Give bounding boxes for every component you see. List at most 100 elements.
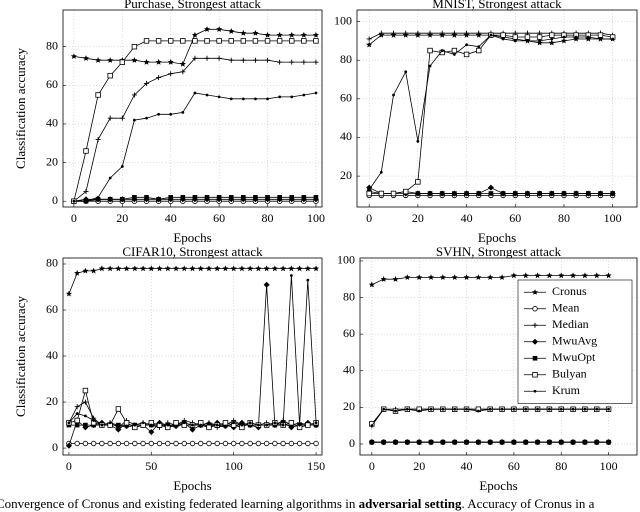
marker-dot [100, 423, 104, 427]
marker-square-filled [74, 422, 80, 428]
marker-dot [241, 97, 245, 101]
marker-square-filled [265, 195, 270, 200]
marker-plus [228, 57, 234, 63]
marker-star [197, 265, 204, 272]
chart-title: SVHN, Strongest attack [436, 244, 562, 259]
marker-square-filled [535, 439, 540, 445]
marker-square-filled [547, 439, 552, 445]
marker-star [252, 30, 259, 36]
marker-circle [156, 440, 163, 447]
marker-star [70, 53, 77, 59]
marker-dot [169, 112, 173, 116]
marker-dot [583, 407, 587, 411]
marker-dot [314, 421, 318, 425]
marker-star [90, 267, 97, 274]
legend-marker [532, 355, 538, 361]
y-tick-label: 60 [46, 77, 58, 91]
marker-square-filled [241, 195, 246, 200]
marker-dot [224, 425, 227, 429]
marker-square-filled [606, 439, 611, 445]
marker-dot [548, 407, 551, 411]
marker-circle [189, 440, 196, 447]
marker-square [264, 38, 271, 44]
marker-square [301, 38, 307, 44]
marker-star [439, 274, 446, 280]
marker-star [107, 265, 114, 272]
marker-star [214, 265, 221, 272]
marker-dot [182, 421, 186, 425]
y-tick-label: 80 [46, 256, 58, 270]
marker-dot [265, 423, 269, 427]
x-axis-label: Epochs [173, 478, 211, 493]
marker-square-filled [301, 195, 307, 200]
marker-square-filled [216, 195, 222, 200]
marker-square [131, 43, 138, 50]
x-tick-label: 80 [555, 459, 567, 473]
x-tick-label: 60 [509, 211, 521, 225]
marker-star [98, 265, 105, 272]
legend-label: Cronus [552, 284, 587, 298]
marker-dot [379, 170, 383, 174]
x-tick-label: 50 [145, 459, 157, 473]
marker-star [181, 265, 188, 272]
marker-square-filled [416, 439, 422, 445]
marker-dot [392, 93, 395, 97]
marker-square-filled [415, 191, 421, 196]
marker-star [368, 281, 375, 288]
marker-star [155, 58, 162, 65]
legend-marker [532, 322, 538, 328]
marker-star [536, 39, 543, 46]
marker-dot [586, 35, 590, 39]
marker-dot [229, 97, 233, 101]
marker-dot [428, 64, 432, 68]
marker-circle [296, 440, 303, 447]
marker-star [605, 272, 612, 279]
marker-square-filled [277, 195, 282, 200]
marker-star [167, 58, 174, 65]
x-tick-label: 40 [461, 211, 473, 225]
marker-square [500, 32, 506, 38]
marker-star [366, 41, 373, 48]
marker-star [204, 26, 211, 32]
marker-star [313, 265, 320, 272]
marker-square-filled [487, 439, 493, 445]
plot-frame [356, 9, 638, 208]
y-tick-label: 40 [340, 129, 352, 143]
marker-dot [477, 45, 481, 49]
marker-plus [156, 75, 162, 81]
marker-square [366, 190, 372, 197]
marker-dot [440, 49, 444, 52]
legend-marker [532, 338, 538, 345]
marker-circle [74, 440, 80, 447]
marker-square [216, 38, 222, 44]
marker-star [131, 57, 138, 63]
plot-series [368, 272, 612, 446]
marker-square [168, 38, 174, 44]
y-tick-label: 100 [334, 13, 352, 27]
marker-circle [206, 440, 212, 447]
marker-dot [133, 423, 137, 427]
x-tick-label: 40 [165, 211, 177, 225]
marker-dot [394, 409, 397, 413]
marker-dot [571, 407, 575, 411]
plot-frame [359, 257, 638, 456]
marker-square-filled [439, 191, 445, 196]
marker-star [65, 290, 72, 297]
marker-square-filled [180, 195, 186, 200]
marker-plus [82, 399, 88, 405]
marker-square-filled [132, 195, 137, 200]
marker-square [276, 38, 283, 44]
marker-square-filled [512, 191, 518, 196]
marker-dot [404, 70, 408, 74]
marker-circle [288, 440, 295, 447]
marker-circle [181, 440, 187, 447]
caption-bold: adversarial setting [359, 496, 462, 511]
marker-dot [108, 176, 112, 180]
marker-dot [240, 423, 244, 427]
marker-square-filled [586, 191, 591, 196]
marker-dot [133, 118, 136, 122]
marker-dot [306, 278, 310, 282]
marker-diamond [487, 184, 494, 191]
marker-square [463, 51, 470, 58]
marker-square [390, 190, 397, 197]
